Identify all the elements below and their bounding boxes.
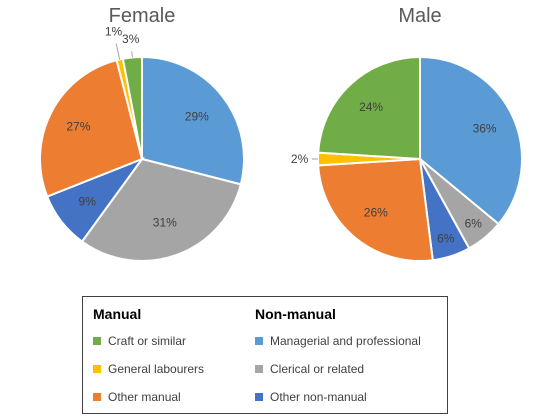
legend-label-managerial: Managerial and professional [270,334,421,348]
legend-item-other-manual: Other manual [93,390,181,404]
male-label-managerial-and-professional: 36% [473,122,497,136]
female-leader-general-labourers [115,43,121,60]
legend-item-other-nonmanual: Other non-manual [255,390,367,404]
female-label-craft-or-similar: 3% [122,32,140,46]
female-label-other-non-manual: 9% [79,195,97,209]
legend-manual-heading: Manual [93,306,142,322]
legend-item-general-labourers: General labourers [93,362,204,376]
legend-item-craft: Craft or similar [93,334,186,348]
legend-label-general-labourers: General labourers [108,362,205,376]
male-slice-other-manual [317,157,434,262]
female-pie: 29% 31% 9% 27% 1%3% [39,25,245,262]
legend-label-clerical: Clerical or related [270,362,365,376]
legend-label-other-nonmanual: Other non-manual [270,390,367,404]
male-label-clerical-or-related: 6% [465,216,483,230]
female-label-other-manual: 27% [66,120,90,134]
legend-swatch-general-labourers [93,365,101,373]
legend-item-managerial: Managerial and professional [255,334,421,348]
legend: Manual Non-manual Craft or similar Gener… [82,296,448,414]
male-slice-craft-or-similar [317,55,421,161]
legend-swatch-other-nonmanual [255,393,263,401]
legend-label-other-manual: Other manual [108,390,181,404]
legend-swatch-craft [93,337,101,345]
male-label-craft-or-similar: 24% [359,100,383,114]
male-pie: 36% 6% 6% 26% 2% 24% [291,55,523,262]
female-slice-clerical-or-related [80,157,243,262]
pie-charts: Female Male 29% 31% 9% 27% 1%3% 36% 6% 6% 26% 2%… [39,5,523,262]
male-label-general-labourers: 2% [291,152,309,166]
legend-nonmanual-heading: Non-manual [255,306,336,322]
legend-swatch-managerial [255,337,263,345]
female-slice-other-manual [39,58,144,198]
female-leader-craft-or-similar [131,51,133,58]
male-label-other-manual: 26% [364,205,388,219]
female-label-clerical-or-related: 31% [153,215,177,229]
female-label-general-labourers: 1% [105,25,123,39]
legend-label-craft: Craft or similar [108,334,187,348]
female-label-managerial-and-professional: 29% [185,110,209,124]
female-chart-title: Female [109,5,176,27]
legend-swatch-other-manual [93,393,101,401]
male-label-other-non-manual: 6% [437,232,455,246]
male-slice-managerial-and-professional [419,55,523,226]
legend-item-clerical: Clerical or related [255,362,364,376]
legend-swatch-clerical [255,365,263,373]
female-slice-managerial-and-professional [141,55,245,186]
male-chart-title: Male [398,5,441,27]
